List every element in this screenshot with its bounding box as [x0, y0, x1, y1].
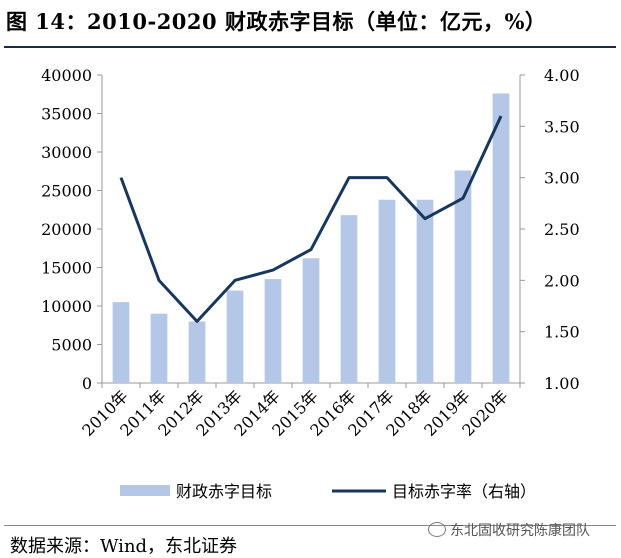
bar — [492, 93, 510, 383]
bar — [378, 199, 396, 383]
bar — [340, 215, 358, 383]
left-tick-label: 10000 — [41, 297, 92, 316]
left-tick-label: 35000 — [41, 105, 92, 124]
bar — [416, 199, 434, 383]
left-tick-label: 0 — [82, 374, 92, 393]
legend-swatch-bar — [120, 485, 170, 496]
right-tick-label: 2.00 — [544, 271, 580, 290]
bar — [264, 279, 282, 383]
watermark: 东北固收研究陈康团队 — [428, 520, 590, 540]
left-tick-label: 15000 — [41, 259, 92, 278]
left-axis: 0 5000 10000 15000 20000 25000 30000 35000 40000 — [41, 66, 103, 393]
right-tick-label: 1.00 — [544, 374, 580, 393]
title-divider — [4, 46, 616, 48]
left-tick-label: 25000 — [41, 182, 92, 201]
bar — [112, 302, 130, 383]
source-note: 数据来源：Wind，东北证券 — [10, 536, 238, 557]
left-tick-label: 40000 — [41, 66, 92, 85]
x-axis: 2010年2011年2012年2013年2014年2015年2016年2017年… — [78, 382, 521, 440]
bar — [150, 313, 168, 383]
bar — [302, 258, 320, 383]
chart-title: 图 14：2010-2020 财政赤字目标（单位：亿元，%） — [6, 9, 547, 34]
right-tick-label: 1.50 — [544, 323, 580, 342]
left-tick-label: 20000 — [41, 220, 92, 239]
watermark-text: 东北固收研究陈康团队 — [450, 523, 590, 539]
legend-label-bar: 财政赤字目标 — [176, 482, 272, 501]
bar — [226, 290, 244, 383]
right-tick-label: 3.00 — [544, 169, 580, 188]
left-tick-label: 30000 — [41, 143, 92, 162]
left-tick-label: 5000 — [51, 336, 92, 355]
wechat-icon — [428, 522, 446, 537]
bar — [454, 170, 472, 383]
right-axis: 1.00 1.50 2.00 2.50 3.00 3.50 4.00 — [519, 66, 580, 393]
right-tick-label: 4.00 — [544, 66, 580, 85]
legend: 财政赤字目标 目标赤字率（右轴） — [120, 482, 536, 501]
line-series — [119, 115, 503, 323]
footer-divider — [4, 525, 616, 526]
bar — [188, 321, 206, 383]
legend-label-line: 目标赤字率（右轴） — [392, 482, 536, 501]
right-tick-label: 3.50 — [544, 117, 580, 136]
right-tick-label: 2.50 — [544, 220, 580, 239]
bar-series — [112, 93, 510, 383]
